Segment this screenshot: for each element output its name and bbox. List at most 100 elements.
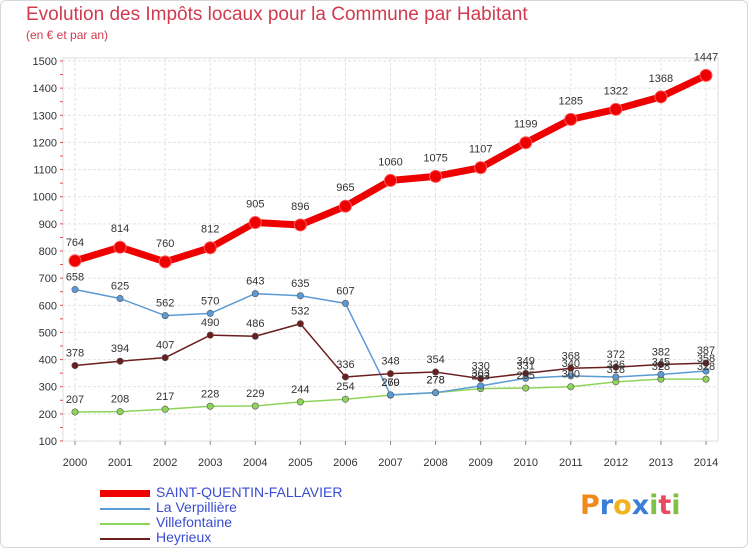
data-point xyxy=(158,255,172,269)
data-point xyxy=(341,395,349,403)
data-label: 217 xyxy=(156,391,174,403)
data-point xyxy=(203,241,217,255)
x-tick-label: 2007 xyxy=(378,457,402,469)
data-point xyxy=(567,383,575,391)
x-tick-label: 2001 xyxy=(108,457,132,469)
data-point xyxy=(564,112,578,126)
data-point xyxy=(612,363,620,371)
data-label: 607 xyxy=(336,285,354,297)
legend-item: Heyrieux xyxy=(100,529,500,546)
data-label: 896 xyxy=(291,201,309,213)
data-point xyxy=(519,136,533,150)
data-point xyxy=(702,367,710,375)
data-label: 228 xyxy=(201,388,219,400)
data-point xyxy=(341,299,349,307)
proxiti-logo: Proxiti xyxy=(580,490,681,521)
data-label: 295 xyxy=(517,370,535,382)
legend-item: SAINT-QUENTIN-FALLAVIER xyxy=(100,484,500,501)
data-label: 348 xyxy=(381,356,399,368)
data-point xyxy=(386,370,394,378)
data-label: 764 xyxy=(66,237,84,249)
data-point xyxy=(161,354,169,362)
data-label: 336 xyxy=(336,359,354,371)
data-label: 269 xyxy=(381,377,399,389)
data-label: 486 xyxy=(246,318,264,330)
data-label: 760 xyxy=(156,238,174,250)
data-point xyxy=(161,312,169,320)
data-label: 814 xyxy=(111,223,129,235)
x-tick-label: 2013 xyxy=(649,457,673,469)
data-point xyxy=(71,362,79,370)
data-point xyxy=(702,375,710,383)
data-label: 278 xyxy=(426,375,444,387)
data-point xyxy=(113,240,127,254)
data-label: 570 xyxy=(201,295,219,307)
data-label: 407 xyxy=(156,340,174,352)
x-tick-label: 2008 xyxy=(423,457,447,469)
data-label: 244 xyxy=(291,384,309,396)
data-label: 328 xyxy=(652,361,670,373)
data-point xyxy=(251,402,259,410)
data-label: 562 xyxy=(156,298,174,310)
data-label: 328 xyxy=(697,361,715,373)
data-point xyxy=(702,359,710,367)
x-tick-label: 2005 xyxy=(288,457,312,469)
data-label: 1075 xyxy=(423,152,447,164)
data-point xyxy=(293,218,307,232)
y-tick-label: 1400 xyxy=(33,83,57,95)
y-tick-label: 1200 xyxy=(33,137,57,149)
data-point xyxy=(699,68,713,82)
data-label: 270 xyxy=(381,377,399,389)
data-label: 1368 xyxy=(649,73,673,85)
data-point xyxy=(296,398,304,406)
data-label: 1199 xyxy=(514,119,538,131)
data-point xyxy=(567,372,575,380)
data-point xyxy=(609,102,623,116)
data-point xyxy=(116,294,124,302)
data-label: 382 xyxy=(652,346,670,358)
data-label: 1107 xyxy=(469,144,493,156)
y-tick-label: 300 xyxy=(39,382,57,394)
data-point xyxy=(432,389,440,397)
y-tick-label: 1100 xyxy=(33,165,57,177)
data-label: 965 xyxy=(336,182,354,194)
data-label: 368 xyxy=(562,350,580,362)
data-label: 812 xyxy=(201,224,219,236)
data-label: 331 xyxy=(517,360,535,372)
data-point xyxy=(386,391,394,399)
data-point xyxy=(296,320,304,328)
y-tick-label: 600 xyxy=(39,300,57,312)
x-tick-label: 2000 xyxy=(63,457,87,469)
data-label: 643 xyxy=(246,276,264,288)
data-point xyxy=(657,360,665,368)
data-label: 345 xyxy=(652,357,670,369)
data-label: 1285 xyxy=(559,95,583,107)
legend-label: SAINT-QUENTIN-FALLAVIER xyxy=(156,484,343,500)
data-point xyxy=(567,364,575,372)
data-point xyxy=(68,254,82,268)
x-tick-label: 2012 xyxy=(604,457,628,469)
data-label: 358 xyxy=(697,353,715,365)
data-point xyxy=(522,384,530,392)
legend-label: La Verpillière xyxy=(156,499,237,515)
data-label: 278 xyxy=(426,375,444,387)
data-point xyxy=(338,199,352,213)
data-point xyxy=(251,332,259,340)
data-label: 1060 xyxy=(378,156,402,168)
data-label: 318 xyxy=(607,364,625,376)
legend-swatch xyxy=(100,523,150,525)
legend-item: La Verpillière xyxy=(100,499,500,516)
data-label: 293 xyxy=(471,371,489,383)
data-label: 378 xyxy=(66,348,84,360)
data-point xyxy=(654,90,668,104)
data-label: 387 xyxy=(697,345,715,357)
data-label: 349 xyxy=(517,355,535,367)
data-point xyxy=(161,405,169,413)
data-label: 905 xyxy=(246,199,264,211)
data-point xyxy=(248,216,262,229)
data-point xyxy=(522,369,530,377)
y-tick-label: 1500 xyxy=(33,56,57,68)
x-tick-label: 2014 xyxy=(694,457,718,469)
y-tick-label: 500 xyxy=(39,327,57,339)
